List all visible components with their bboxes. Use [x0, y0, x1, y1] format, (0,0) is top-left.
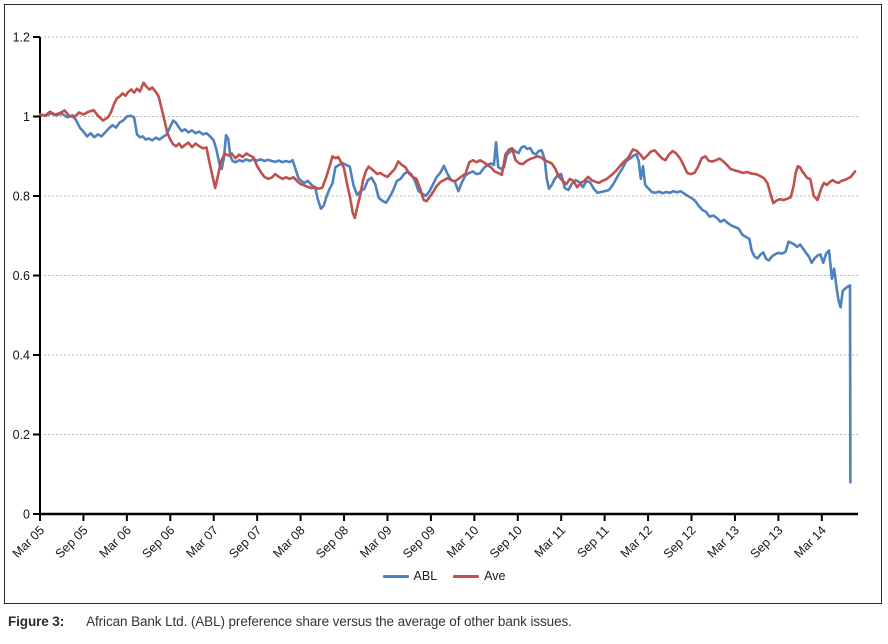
chart-legend: ABL Ave	[0, 569, 888, 583]
chart-frame	[4, 4, 882, 604]
x-tick-label: Sep 10	[487, 523, 525, 561]
y-tick-label: 0	[23, 508, 30, 522]
y-tick-label: 0.4	[13, 349, 30, 363]
x-tick-label: Mar 07	[183, 523, 220, 560]
x-tick-label: Sep 08	[313, 523, 351, 561]
y-tick-label: 0.2	[13, 428, 30, 442]
x-tick-label: Sep 12	[661, 523, 699, 561]
ave-line-swatch	[453, 574, 480, 578]
y-tick-label: 0.6	[13, 269, 30, 283]
y-tick-label: 0.8	[13, 190, 30, 204]
legend-label-ave: Ave	[484, 569, 506, 583]
x-tick-label: Mar 10	[444, 523, 481, 560]
x-tick-label: Sep 09	[400, 523, 438, 561]
x-tick-label: Sep 06	[140, 523, 178, 561]
x-tick-label: Mar 13	[705, 523, 742, 560]
series-line-ave	[38, 81, 857, 220]
x-tick-label: Sep 11	[574, 523, 611, 560]
x-tick-label: Mar 05	[10, 523, 47, 560]
caption-text: African Bank Ltd. (ABL) preference share…	[86, 614, 572, 629]
x-tick-label: Mar 14	[792, 523, 829, 560]
x-tick-label: Mar 08	[270, 523, 307, 560]
x-tick-label: Mar 09	[357, 523, 394, 560]
x-tick-label: Sep 07	[226, 523, 264, 561]
y-tick-label: 1.2	[13, 31, 30, 45]
legend-item-abl: ABL	[382, 569, 438, 583]
x-tick-label: Mar 11	[532, 523, 569, 560]
caption-prefix: Figure 3:	[8, 614, 65, 629]
figure-caption: Figure 3: African Bank Ltd. (ABL) prefere…	[8, 614, 880, 629]
y-tick-label: 1	[23, 110, 30, 124]
x-tick-label: Mar 12	[618, 523, 655, 560]
x-tick-label: Mar 06	[97, 523, 134, 560]
legend-item-ave: Ave	[453, 569, 505, 583]
abl-line-swatch	[382, 574, 409, 578]
x-tick-label: Sep 13	[748, 523, 786, 561]
x-tick-label: Sep 05	[53, 523, 91, 561]
series-line-abl	[38, 112, 852, 484]
legend-label-abl: ABL	[413, 569, 438, 583]
